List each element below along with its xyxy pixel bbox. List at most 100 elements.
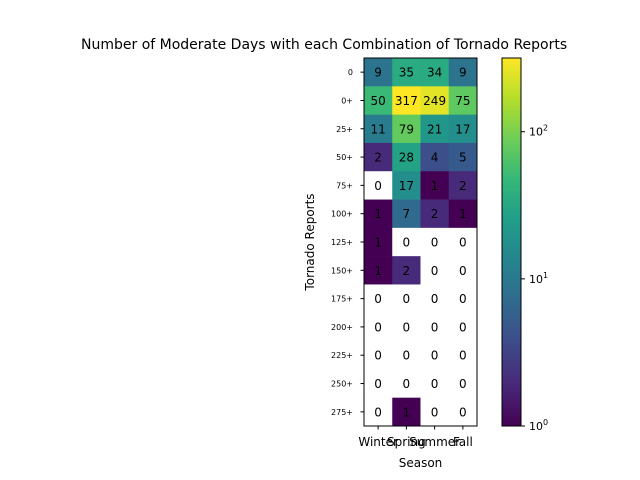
cell-value-label: 0 bbox=[374, 377, 382, 391]
heatmap-cell bbox=[448, 58, 478, 87]
heatmap-cell bbox=[448, 227, 478, 257]
x-tick-label: Summer bbox=[409, 435, 460, 449]
cell-value-label: 0 bbox=[431, 236, 439, 250]
heatmap-cell bbox=[420, 312, 450, 342]
heatmap-cell bbox=[420, 171, 450, 200]
y-tick-label: 75+ bbox=[336, 181, 353, 190]
cell-value-label: 17 bbox=[455, 122, 470, 136]
cell-value-label: 0 bbox=[431, 405, 439, 419]
heatmap-cell bbox=[392, 114, 421, 144]
heatmap-cell bbox=[448, 397, 478, 427]
x-tick-label: Spring bbox=[387, 435, 426, 449]
cell-value-label: 249 bbox=[423, 94, 446, 108]
cell-value-label: 0 bbox=[374, 292, 382, 306]
x-tick-label: Fall bbox=[453, 435, 473, 449]
cell-value-label: 0 bbox=[431, 349, 439, 363]
y-tick-label: 150+ bbox=[331, 266, 353, 275]
cell-value-label: 1 bbox=[374, 236, 382, 250]
cell-value-label: 2 bbox=[459, 179, 467, 193]
cell-value-label: 1 bbox=[431, 179, 439, 193]
cell-value-label: 0 bbox=[403, 236, 411, 250]
cell-value-label: 34 bbox=[427, 66, 442, 80]
cell-value-label: 1 bbox=[374, 264, 382, 278]
y-tick-label: 275+ bbox=[331, 408, 353, 417]
colorbar-tick-label: 101 bbox=[529, 271, 548, 286]
colorbar bbox=[501, 57, 522, 427]
cell-value-label: 50 bbox=[370, 94, 385, 108]
heatmap-cell bbox=[448, 114, 478, 144]
plot-frame bbox=[363, 57, 478, 427]
heatmap-cell bbox=[448, 284, 478, 314]
y-tick-label: 0+ bbox=[341, 96, 353, 105]
heatmap-cell bbox=[448, 256, 478, 285]
cell-value-label: 0 bbox=[459, 236, 467, 250]
cell-value-label: 0 bbox=[403, 292, 411, 306]
y-tick-label: 250+ bbox=[331, 380, 353, 389]
cell-value-label: 2 bbox=[403, 264, 411, 278]
heatmap-cell bbox=[392, 142, 421, 172]
cell-value-label: 35 bbox=[399, 66, 414, 80]
y-tick-label: 200+ bbox=[331, 323, 353, 332]
chart-title: Number of Moderate Days with each Combin… bbox=[81, 37, 567, 53]
heatmap-cell bbox=[364, 284, 393, 314]
heatmap-cell bbox=[364, 227, 393, 257]
heatmap-cell bbox=[448, 199, 478, 229]
heatmap-cell bbox=[364, 312, 393, 342]
cell-value-label: 7 bbox=[403, 207, 411, 221]
heatmap-cell bbox=[364, 171, 393, 200]
cell-value-label: 9 bbox=[459, 66, 467, 80]
cell-value-label: 28 bbox=[399, 151, 414, 165]
y-tick-label: 125+ bbox=[331, 238, 353, 247]
heatmap-cell bbox=[364, 256, 393, 285]
y-axis-ticks: 0 0+ 25+ 50+ 75+ 100+ 125+ 150+ 175+ 200+ 225+ 250+… bbox=[331, 68, 364, 417]
cell-value-label: 0 bbox=[431, 264, 439, 278]
heatmap-cell bbox=[420, 114, 450, 144]
cell-value-label: 17 bbox=[399, 179, 414, 193]
heatmap-cell bbox=[392, 369, 421, 398]
heatmap-cell bbox=[448, 341, 478, 370]
cell-value-label: 0 bbox=[431, 377, 439, 391]
cell-value-label: 0 bbox=[459, 405, 467, 419]
cell-value-label: 0 bbox=[459, 264, 467, 278]
colorbar-tick-label: 100 bbox=[529, 418, 548, 433]
heatmap-cell bbox=[392, 284, 421, 314]
heatmap-cell bbox=[392, 256, 421, 285]
cell-value-label: 1 bbox=[403, 405, 411, 419]
heatmap-cell bbox=[420, 142, 450, 172]
heatmap-cell bbox=[392, 341, 421, 370]
heatmap-cell bbox=[392, 312, 421, 342]
x-axis-label: Season bbox=[399, 456, 443, 470]
heatmap-cell bbox=[420, 58, 450, 87]
y-tick-label: 100+ bbox=[331, 210, 353, 219]
heatmap-cell bbox=[364, 142, 393, 172]
y-tick-label: 25+ bbox=[336, 125, 353, 134]
heatmap-cell bbox=[420, 369, 450, 398]
cell-value-label: 5 bbox=[459, 151, 467, 165]
y-tick-label: 225+ bbox=[331, 351, 353, 360]
heatmap-cell bbox=[392, 227, 421, 257]
cell-value-label: 0 bbox=[459, 349, 467, 363]
heatmap-cell bbox=[420, 397, 450, 427]
heatmap-cell bbox=[364, 341, 393, 370]
cell-value-label: 2 bbox=[431, 207, 439, 221]
colorbar-ticks: 100 101 102 bbox=[521, 124, 548, 433]
cell-value-label: 9 bbox=[374, 66, 382, 80]
cell-value-label: 75 bbox=[455, 94, 470, 108]
heatmap-cell bbox=[364, 114, 393, 144]
cell-value-label: 0 bbox=[374, 405, 382, 419]
y-axis-label: Tornado Reports bbox=[303, 193, 317, 291]
heatmap-cell bbox=[392, 86, 421, 115]
cell-value-label: 0 bbox=[403, 349, 411, 363]
cell-value-label: 0 bbox=[374, 349, 382, 363]
cell-value-label: 1 bbox=[374, 207, 382, 221]
heatmap-cell bbox=[392, 171, 421, 200]
cell-value-label: 0 bbox=[374, 320, 382, 334]
cell-value-label: 11 bbox=[370, 122, 385, 136]
heatmap-cell bbox=[420, 227, 450, 257]
heatmap-cell bbox=[420, 86, 450, 115]
heatmap-cell bbox=[364, 86, 393, 115]
heatmap-cell bbox=[364, 397, 393, 427]
cell-value-label: 0 bbox=[374, 179, 382, 193]
